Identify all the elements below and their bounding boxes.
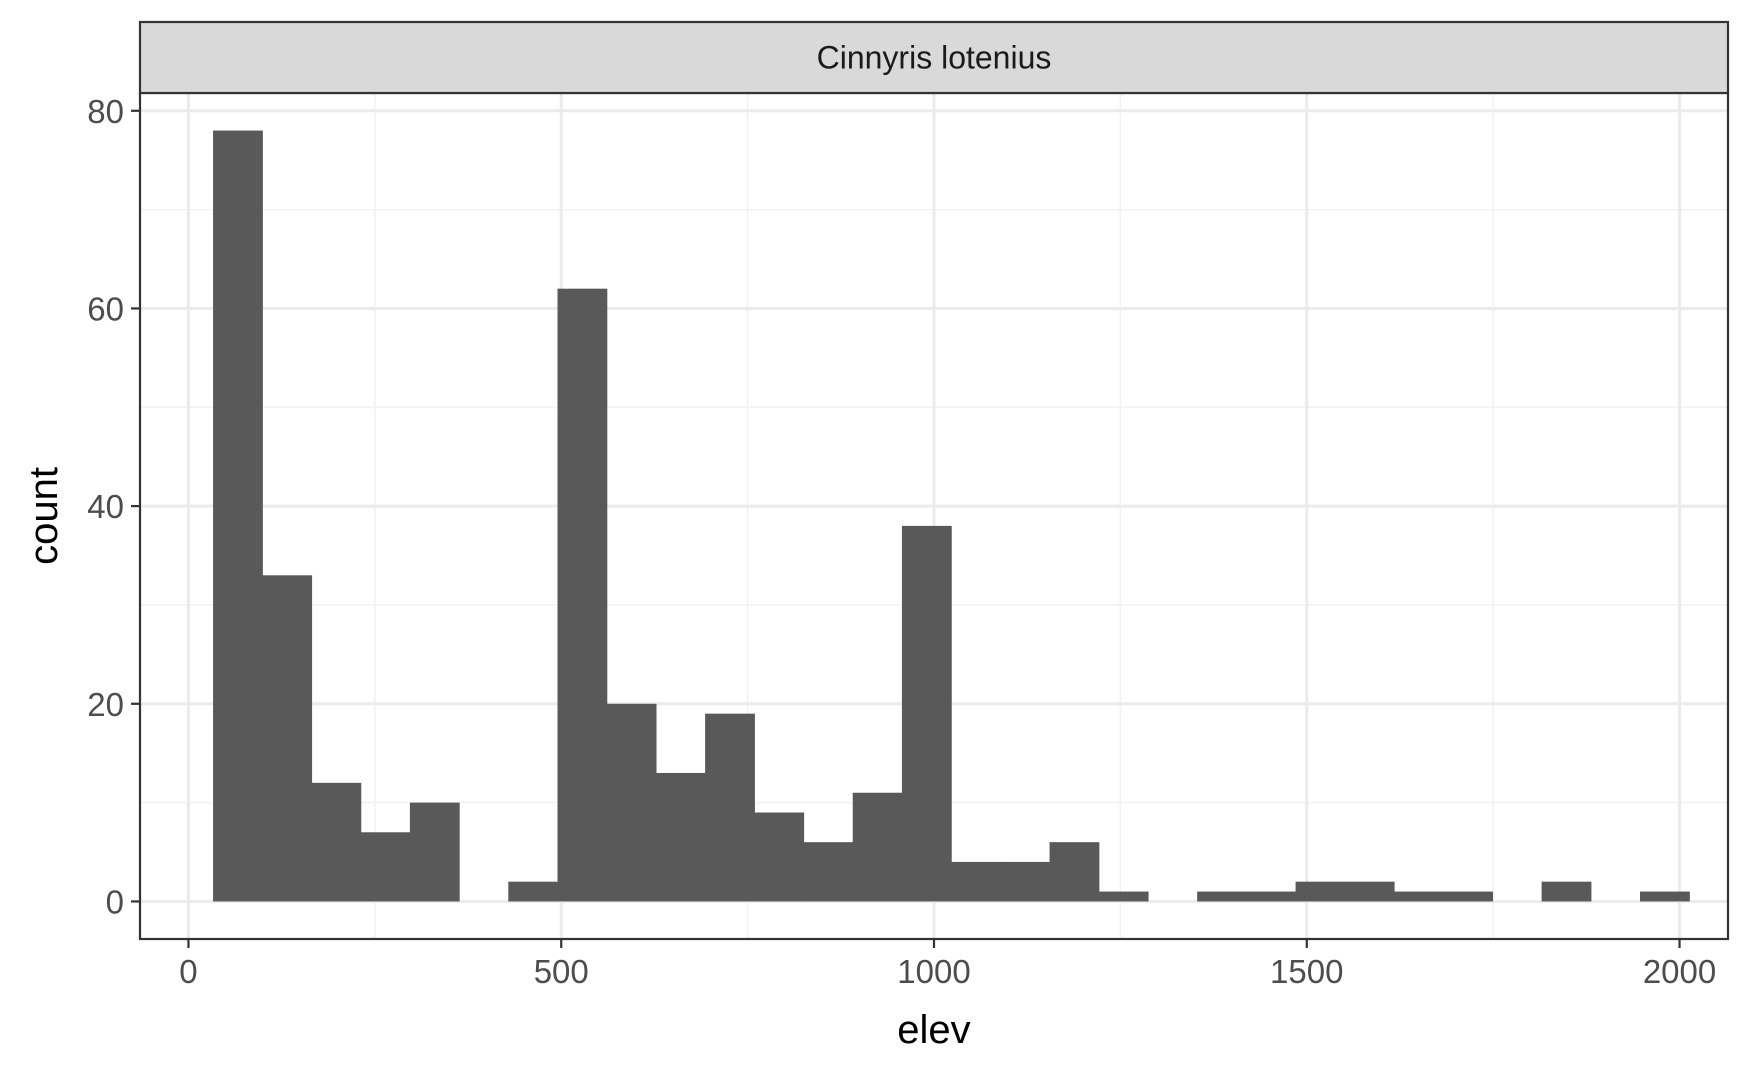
- histogram-bar: [901, 525, 952, 902]
- y-tick-label: 40: [87, 488, 124, 525]
- histogram-bar: [1197, 891, 1247, 902]
- y-axis: 0 20 40 60 80: [87, 93, 140, 920]
- histogram-bar: [262, 575, 313, 902]
- x-axis-title: elev: [897, 1008, 970, 1052]
- histogram-bar: [1541, 881, 1592, 902]
- histogram-bar: [803, 842, 854, 902]
- histogram-bar: [1640, 891, 1690, 902]
- histogram-bar: [1098, 891, 1149, 902]
- histogram-bar: [1000, 861, 1051, 902]
- histogram-bar: [655, 772, 706, 902]
- histogram-bar: [754, 812, 805, 902]
- x-tick-label: 1500: [1270, 953, 1343, 990]
- histogram-bar: [311, 782, 362, 902]
- histogram-bars: [213, 130, 1690, 902]
- histogram-bar: [852, 792, 903, 902]
- histogram-bar: [1246, 891, 1297, 902]
- histogram-bar: [1049, 842, 1100, 902]
- facet-strip-background: [138, 20, 1730, 95]
- y-tick-label: 60: [87, 290, 124, 327]
- x-axis: 0 500 1000 1500 2000: [179, 939, 1716, 990]
- y-tick-label: 0: [106, 883, 124, 920]
- histogram-bar: [213, 130, 263, 902]
- x-tick-label: 2000: [1643, 953, 1716, 990]
- facet-strip-label: Cinnyris lotenius: [817, 40, 1052, 76]
- histogram-bar: [1295, 881, 1346, 902]
- y-tick-label: 20: [87, 686, 124, 723]
- histogram-bar: [1344, 881, 1395, 902]
- histogram-bar: [606, 703, 657, 902]
- histogram-bar: [557, 288, 608, 902]
- histogram-bar: [1443, 891, 1494, 902]
- histogram-bar: [508, 881, 559, 902]
- y-axis-title: count: [22, 467, 66, 565]
- x-tick-label: 0: [179, 953, 197, 990]
- histogram-bar: [409, 802, 460, 902]
- facet-strip: Cinnyris lotenius: [138, 20, 1730, 95]
- histogram-bar: [705, 713, 755, 902]
- histogram-bar: [951, 861, 1001, 902]
- x-tick-label: 1000: [897, 953, 970, 990]
- histogram-bar: [360, 832, 411, 902]
- histogram-bar: [1393, 891, 1444, 902]
- y-tick-label: 80: [87, 93, 124, 130]
- x-tick-label: 500: [534, 953, 589, 990]
